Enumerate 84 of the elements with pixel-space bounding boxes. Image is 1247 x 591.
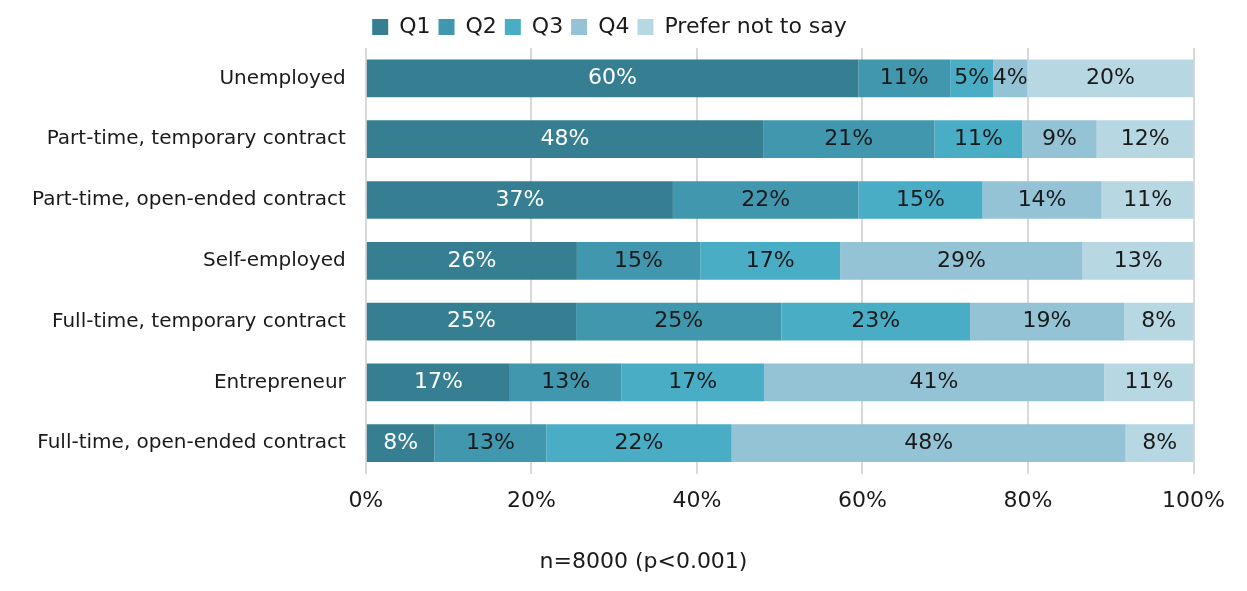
- data-label: 22%: [614, 428, 664, 454]
- x-tick-label: 40%: [672, 486, 722, 512]
- bar: [434, 424, 547, 463]
- data-label: 5%: [954, 64, 990, 90]
- data-label: 48%: [904, 428, 954, 454]
- bar: [576, 241, 701, 280]
- data-label: 8%: [1141, 307, 1177, 333]
- bar: [672, 181, 859, 219]
- data-label: 13%: [465, 428, 515, 454]
- x-tick-label: 100%: [1162, 486, 1226, 512]
- bar: [509, 363, 622, 402]
- data-label: 8%: [383, 428, 419, 454]
- bar: [982, 181, 1102, 219]
- bar: [763, 363, 1105, 402]
- data-label: 15%: [614, 246, 664, 272]
- bar: [1027, 59, 1194, 98]
- data-label: 48%: [540, 124, 590, 150]
- bar: [366, 59, 859, 98]
- bar: [858, 181, 983, 219]
- bar: [546, 424, 732, 463]
- y-tick-label: Entrepreneur: [213, 368, 347, 393]
- bar: [621, 363, 764, 402]
- x-tick-label: 60%: [838, 486, 887, 512]
- bar: [858, 59, 951, 98]
- text: n=8000 (p<0.001): [538, 548, 749, 573]
- data-label: 17%: [745, 246, 795, 272]
- data-label: 20%: [1085, 64, 1135, 90]
- bar: [840, 241, 1083, 280]
- data-label: 17%: [668, 368, 718, 394]
- bar: [1096, 120, 1194, 159]
- data-label: 12%: [1120, 124, 1170, 150]
- y-tick-label: Full-time, open-ended contract: [37, 429, 346, 454]
- data-label: 15%: [895, 185, 945, 211]
- data-label: 37%: [495, 185, 545, 211]
- data-label: 11%: [1123, 185, 1173, 211]
- data-label: 29%: [936, 246, 986, 272]
- data-label: 4%: [992, 64, 1028, 90]
- bar: [731, 424, 1126, 463]
- bar: [763, 120, 935, 159]
- legend-label: Prefer not to say: [664, 12, 847, 38]
- data-label: 8%: [1142, 428, 1178, 454]
- x-tick-label: 0%: [348, 486, 384, 512]
- x-tick-label: 20%: [506, 486, 556, 512]
- bar: [366, 424, 435, 463]
- y-tick-label: Part-time, temporary contract: [46, 125, 346, 150]
- data-label: 26%: [447, 246, 497, 272]
- y-tick-label: Part-time, open-ended contract: [32, 186, 346, 211]
- data-label: 11%: [879, 64, 929, 90]
- data-label: 60%: [588, 64, 638, 90]
- data-label: 19%: [1022, 307, 1072, 333]
- bar: [934, 120, 1023, 159]
- bar: [366, 363, 510, 402]
- data-label: 21%: [824, 124, 874, 150]
- data-label: 11%: [953, 124, 1003, 150]
- bar: [366, 181, 673, 219]
- bar: [366, 120, 764, 159]
- y-tick-label: Unemployed: [219, 64, 346, 89]
- data-label: 25%: [654, 307, 704, 333]
- data-label: 22%: [741, 185, 791, 211]
- legend-label: Q2: [465, 12, 497, 38]
- bar: [576, 302, 782, 341]
- data-label: 13%: [541, 368, 591, 394]
- bar: [366, 241, 577, 280]
- data-label: 23%: [851, 307, 901, 333]
- data-label: 14%: [1017, 185, 1067, 211]
- y-tick-label: Self-employed: [202, 247, 346, 271]
- bar: [1101, 181, 1194, 219]
- x-tick-label: 80%: [1003, 486, 1053, 512]
- y-tick-label: Full-time, temporary contract: [51, 307, 346, 332]
- data-label: 11%: [1124, 368, 1174, 394]
- bar: [1022, 120, 1097, 159]
- legend-label: Q4: [598, 12, 630, 38]
- data-label: 41%: [909, 368, 959, 394]
- bar: [970, 302, 1125, 341]
- bar: [781, 302, 971, 341]
- data-label: 17%: [413, 368, 463, 394]
- data-label: 13%: [1113, 246, 1163, 272]
- bar: [366, 302, 577, 341]
- legend-label: Q3: [531, 12, 564, 38]
- bar: [1082, 241, 1194, 280]
- data-label: 25%: [447, 307, 496, 333]
- bar: [700, 241, 841, 280]
- data-label: 9%: [1042, 124, 1077, 150]
- legend-label: Q1: [399, 12, 431, 38]
